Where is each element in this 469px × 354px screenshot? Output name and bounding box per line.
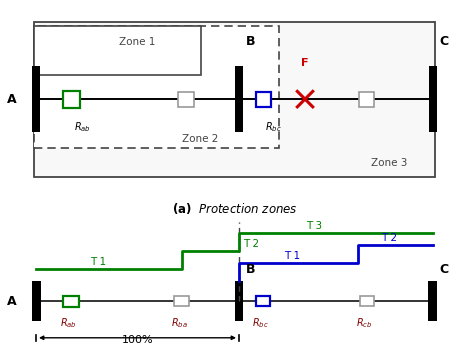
Text: $R_{ab}$: $R_{ab}$ [74,120,91,134]
Bar [179,92,194,107]
Bar [34,26,202,75]
Bar [63,296,79,307]
Bar [256,92,271,107]
Text: Zone 3: Zone 3 [371,158,407,168]
Bar [34,26,279,148]
Text: 100%: 100% [121,335,153,346]
Text: T 3: T 3 [306,221,322,230]
Bar [63,91,80,108]
Text: $R_{bc}$: $R_{bc}$ [265,120,282,134]
Bar [359,92,374,107]
Bar [32,281,40,321]
Bar [32,66,40,132]
Text: $R_{ab}$: $R_{ab}$ [61,316,77,330]
Text: Zone 2: Zone 2 [182,134,218,144]
Bar [360,296,374,306]
Bar [234,281,243,321]
Bar [256,296,270,306]
Text: $\mathbf{(a)}$  $\it{Protection\ zones}$: $\mathbf{(a)}$ $\it{Protection\ zones}$ [172,201,297,216]
Bar [235,66,243,132]
Text: A: A [7,93,16,105]
Text: T 2: T 2 [243,239,259,249]
Text: C: C [439,263,449,276]
Bar [429,281,437,321]
Text: F: F [301,58,309,68]
Text: $R_{bc}$: $R_{bc}$ [252,316,269,330]
Text: B: B [246,35,255,48]
Text: T 1: T 1 [284,251,300,261]
Text: T 1: T 1 [90,257,106,267]
Bar [34,22,435,177]
Text: $R_{ba}$: $R_{ba}$ [171,316,188,330]
Bar [174,296,189,306]
Bar [429,66,437,132]
Text: $R_{cb}$: $R_{cb}$ [356,316,372,330]
Text: T 2: T 2 [381,233,397,243]
Text: Zone 1: Zone 1 [119,36,156,47]
Text: C: C [439,35,449,48]
Text: B: B [246,263,255,276]
Text: A: A [7,295,16,308]
